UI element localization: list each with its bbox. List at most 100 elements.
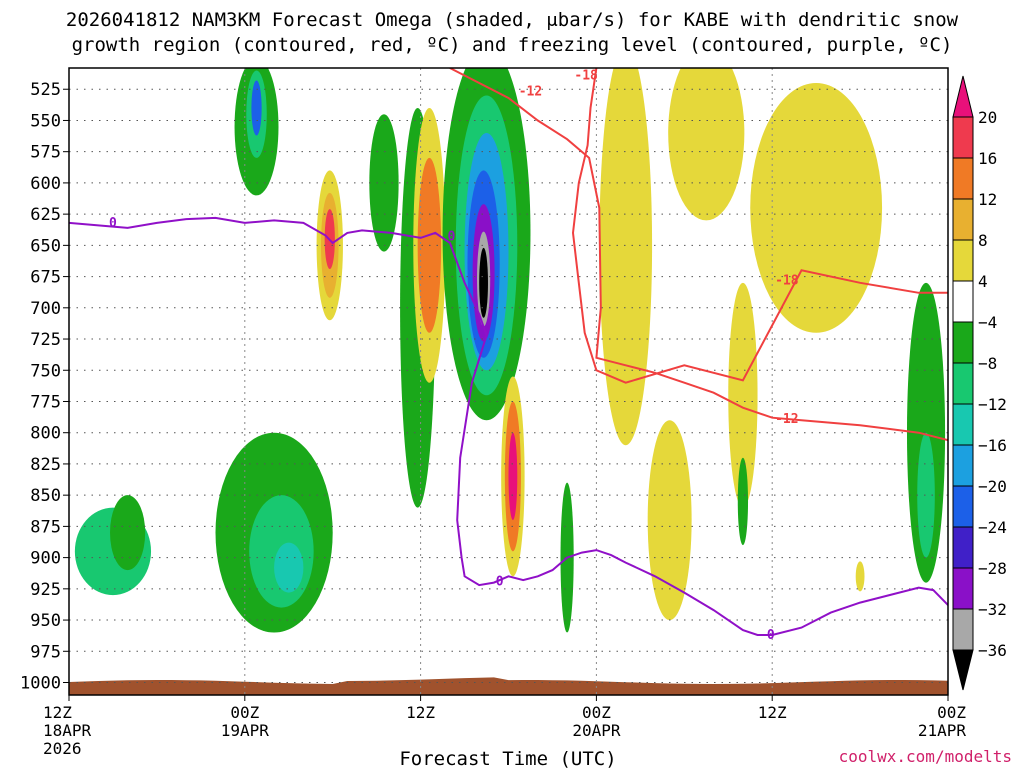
omega-region-5 <box>369 114 399 252</box>
omega-region-27 <box>647 420 692 621</box>
colorbar-label-4: 4 <box>978 272 988 291</box>
y-tick-label-750: 750 <box>30 361 61 381</box>
y-tick-label-1000: 1000 <box>20 674 61 694</box>
omega-region-21 <box>479 247 488 318</box>
omega-region-4 <box>274 542 304 593</box>
colorbar-swatch-0 <box>952 116 974 159</box>
x-tick-label-5-1: 21APR <box>918 721 967 740</box>
colorbar-label-0: 20 <box>978 108 997 127</box>
contour-label-1: -12 <box>519 85 542 100</box>
colorbar-swatch-1 <box>952 157 974 200</box>
y-tick-label-525: 525 <box>30 80 61 100</box>
colorbar-label-11: −28 <box>978 559 1007 578</box>
colorbar-swatch-2 <box>952 198 974 241</box>
colorbar-swatch-12 <box>952 608 974 651</box>
omega-region-26 <box>668 68 745 221</box>
omega-region-29 <box>750 82 883 333</box>
colorbar-label-13: −36 <box>978 641 1007 660</box>
omega-shading-layer <box>74 68 946 633</box>
terrain-fill <box>69 677 948 695</box>
x-tick-label-5-0: 00Z <box>937 703 966 722</box>
contour-label-2: -18 <box>775 273 799 288</box>
y-tick-label-875: 875 <box>30 517 61 537</box>
contour-label-6: 0 <box>496 574 504 589</box>
y-tick-label-700: 700 <box>30 299 61 319</box>
colorbar-label-2: 12 <box>978 190 997 209</box>
colorbar-label-1: 16 <box>978 149 997 168</box>
y-tick-label-600: 600 <box>30 174 61 194</box>
contour-label-4: 0 <box>109 216 117 231</box>
x-tick-label-0-1: 18APR <box>43 721 92 740</box>
colorbar-label-3: 8 <box>978 231 988 250</box>
omega-region-11 <box>251 80 262 136</box>
y-tick-label-825: 825 <box>30 455 61 475</box>
colorbar-swatch-7 <box>952 403 974 446</box>
omega-region-31 <box>917 432 935 558</box>
x-tick-label-0-0: 12Z <box>43 703 72 722</box>
y-axis-ticks: 525 550 575 600 625 650 675 700 725 750 775 800 825 8… <box>20 80 69 694</box>
y-tick-label-675: 675 <box>30 268 61 288</box>
y-tick-label-625: 625 <box>30 205 61 225</box>
x-tick-label-1-1: 19APR <box>221 721 270 740</box>
x-tick-label-0-2: 2026 <box>43 739 82 758</box>
omega-region-24 <box>508 432 518 521</box>
omega-region-25 <box>599 68 653 446</box>
x-tick-label-2-0: 12Z <box>406 703 435 722</box>
omega-region-30 <box>906 282 946 583</box>
omega-region-28 <box>728 282 758 508</box>
y-tick-label-650: 650 <box>30 236 61 256</box>
y-tick-label-775: 775 <box>30 392 61 412</box>
colorbar-top-cap <box>952 75 974 118</box>
colorbar-label-5: −4 <box>978 313 997 332</box>
plot-frame <box>68 67 949 696</box>
omega-region-33 <box>737 457 749 546</box>
omega-region-1 <box>110 495 146 571</box>
y-tick-label-575: 575 <box>30 143 61 163</box>
chart-title-line2: growth region (contoured, red, ºC) and f… <box>72 34 953 56</box>
y-tick-label-850: 850 <box>30 486 61 506</box>
contour-label-0: -18 <box>574 68 598 83</box>
y-tick-label-900: 900 <box>30 549 61 569</box>
contour-line-1 <box>571 68 948 384</box>
colorbar-label-7: −12 <box>978 395 1007 414</box>
colorbar: 20 16 12 8 4 −4 −8 −12 −16 −20 −24 −28 −32 −36 <box>952 75 1007 691</box>
terrain-layer <box>69 677 948 695</box>
y-tick-label-975: 975 <box>30 642 61 662</box>
colorbar-swatch-6 <box>952 362 974 405</box>
contour-label-layer: -18 -12 -18 -12 0 0 0 0 <box>109 68 799 643</box>
colorbar-swatch-3 <box>952 239 974 282</box>
omega-region-34 <box>855 561 865 592</box>
x-tick-label-1-0: 00Z <box>230 703 259 722</box>
x-tick-label-3-0: 00Z <box>582 703 611 722</box>
colorbar-swatch-8 <box>952 444 974 487</box>
y-tick-label-950: 950 <box>30 611 61 631</box>
colorbar-label-6: −8 <box>978 354 997 373</box>
colorbar-swatch-4 <box>952 280 974 323</box>
credit-text: coolwx.com/modelts <box>839 747 1012 766</box>
colorbar-label-12: −32 <box>978 600 1007 619</box>
colorbar-swatch-5 <box>952 321 974 364</box>
grid-layer <box>69 68 948 695</box>
colorbar-label-8: −16 <box>978 436 1007 455</box>
contour-label-3: -12 <box>775 412 798 427</box>
colorbar-swatch-11 <box>952 567 974 610</box>
colorbar-swatch-9 <box>952 485 974 528</box>
colorbar-bottom-cap <box>952 649 974 691</box>
contour-label-7: 0 <box>767 628 775 643</box>
x-tick-label-4-0: 12Z <box>758 703 787 722</box>
colorbar-label-9: −20 <box>978 477 1007 496</box>
x-tick-label-3-1: 20APR <box>572 721 621 740</box>
colorbar-swatch-10 <box>952 526 974 569</box>
colorbar-label-10: −24 <box>978 518 1007 537</box>
y-tick-label-550: 550 <box>30 111 61 131</box>
contour-layer <box>69 68 948 636</box>
x-axis-label: Forecast Time (UTC) <box>399 748 616 768</box>
y-tick-label-725: 725 <box>30 330 61 350</box>
contour-label-5: 0 <box>447 230 455 245</box>
contour-line-0 <box>69 216 948 636</box>
y-tick-label-800: 800 <box>30 424 61 444</box>
y-tick-label-925: 925 <box>30 580 61 600</box>
chart-title-line1: 2026041812 NAM3KM Forecast Omega (shaded… <box>66 9 959 31</box>
